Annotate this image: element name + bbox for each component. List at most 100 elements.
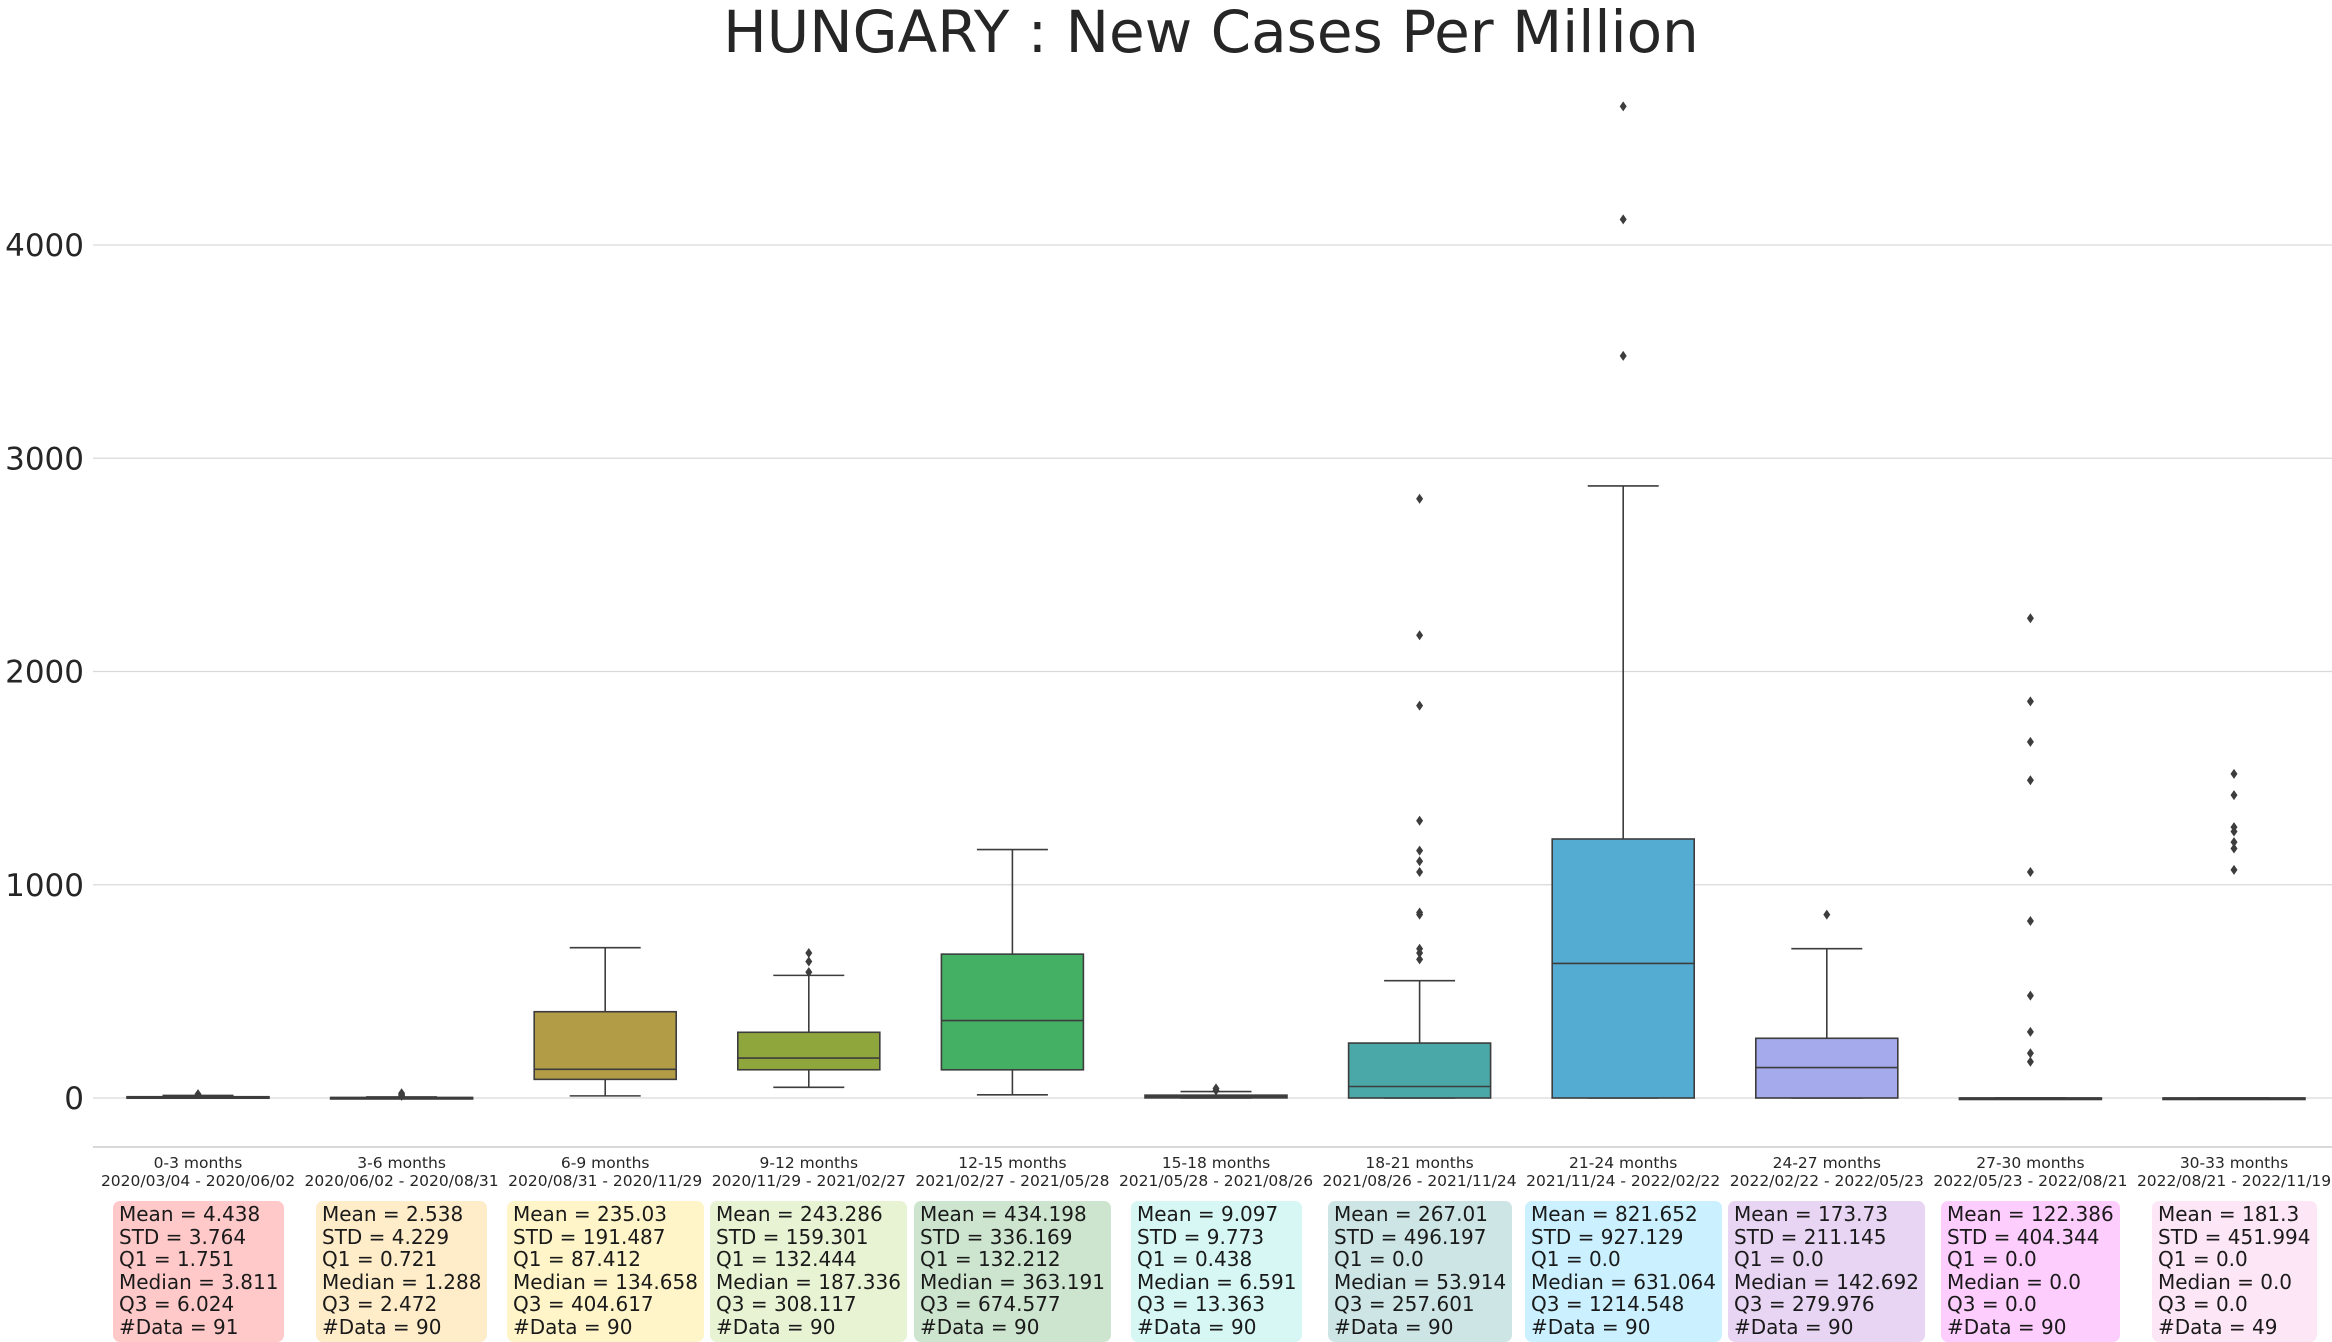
outlier-point xyxy=(1619,350,1627,361)
x-tick-date-range: 2022/02/22 - 2022/05/23 xyxy=(1730,1172,1924,1190)
stats-line: STD = 9.773 xyxy=(1137,1224,1265,1249)
stats-line: STD = 3.764 xyxy=(119,1224,247,1249)
stats-line: Median = 53.914 xyxy=(1334,1269,1507,1294)
stats-line: Q1 = 0.721 xyxy=(322,1247,438,1271)
stats-line: #Data = 90 xyxy=(920,1314,1040,1339)
stats-line: Q1 = 0.0 xyxy=(1734,1247,1824,1271)
stats-line: Q3 = 6.024 xyxy=(119,1292,235,1316)
stats-line: Mean = 4.438 xyxy=(119,1202,261,1226)
stats-line: Median = 363.191 xyxy=(920,1269,1105,1294)
box-group xyxy=(533,946,678,1097)
outlier-point xyxy=(1416,856,1424,867)
stats-line: #Data = 90 xyxy=(1947,1314,2067,1339)
iqr-box xyxy=(533,1010,678,1081)
stats-line: Q3 = 13.363 xyxy=(1137,1292,1265,1316)
iqr-box xyxy=(1347,1042,1492,1099)
stats-line: Median = 6.591 xyxy=(1137,1269,1297,1294)
outlier-point xyxy=(1416,943,1424,954)
outlier-point xyxy=(1416,815,1424,826)
stats-line: Q3 = 1214.548 xyxy=(1531,1292,1685,1316)
stats-box: Mean = 267.01 STD = 496.197 Q1 = 0.0 Median… xyxy=(1328,1201,1513,1342)
iqr-box xyxy=(1551,838,1695,1099)
outlier-point xyxy=(2230,768,2238,779)
outlier-point xyxy=(805,967,813,978)
box-group xyxy=(329,1088,474,1101)
stats-line: Q3 = 279.976 xyxy=(1734,1292,1875,1316)
stats-line: Q1 = 132.212 xyxy=(920,1247,1061,1271)
stats-line: Q1 = 87.412 xyxy=(513,1247,641,1271)
box-group xyxy=(736,947,881,1089)
x-tick-label: 3-6 months xyxy=(357,1154,446,1172)
x-tick-label: 12-15 months xyxy=(958,1154,1066,1172)
x-tick-label: 9-12 months xyxy=(760,1154,859,1172)
outlier-point xyxy=(1416,493,1424,504)
stats-line: Q1 = 0.0 xyxy=(2158,1247,2248,1271)
box-group xyxy=(2162,768,2306,1101)
stats-line: #Data = 90 xyxy=(513,1314,633,1339)
stats-line: Q1 = 0.0 xyxy=(1531,1247,1621,1271)
stats-box: Mean = 4.438 STD = 3.764 Q1 = 1.751 Median … xyxy=(113,1201,285,1342)
x-tick-label: 24-27 months xyxy=(1773,1154,1881,1172)
stats-line: Q3 = 2.472 xyxy=(322,1292,438,1316)
y-tick-label: 0 xyxy=(64,1081,84,1117)
stats-line: STD = 159.301 xyxy=(716,1224,869,1249)
stats-line: Mean = 173.73 xyxy=(1734,1202,1888,1226)
iqr-box xyxy=(736,1031,881,1071)
outlier-point xyxy=(2026,775,2034,786)
grid-lines xyxy=(93,244,2332,1099)
stats-line: #Data = 90 xyxy=(1334,1314,1454,1339)
x-tick-date-range: 2020/06/02 - 2020/08/31 xyxy=(305,1172,499,1190)
stats-box: Mean = 2.538 STD = 4.229 Q1 = 0.721 Median … xyxy=(316,1201,488,1342)
stats-box: Mean = 181.3 STD = 451.994 Q1 = 0.0 Median … xyxy=(2152,1201,2317,1342)
stats-line: STD = 211.145 xyxy=(1734,1224,1887,1249)
outlier-point xyxy=(1212,1083,1220,1094)
x-tick-label: 15-18 months xyxy=(1162,1154,1270,1172)
stats-line: #Data = 90 xyxy=(1531,1314,1651,1339)
iqr-box xyxy=(940,953,1085,1071)
box-group xyxy=(1958,613,2103,1101)
stats-line: Median = 134.658 xyxy=(513,1269,698,1294)
stats-box: Mean = 173.73 STD = 211.145 Q1 = 0.0 Median… xyxy=(1728,1201,1925,1342)
y-tick-label: 3000 xyxy=(5,441,84,477)
stats-line: #Data = 90 xyxy=(716,1314,836,1339)
box-group xyxy=(1347,493,1492,1099)
x-tick-label: 6-9 months xyxy=(561,1154,650,1172)
outlier-point xyxy=(2026,613,2034,624)
stats-line: Mean = 243.286 xyxy=(716,1202,883,1226)
stats-line: STD = 451.994 xyxy=(2158,1224,2311,1249)
box-group xyxy=(1551,101,1695,1099)
stats-box: Mean = 9.097 STD = 9.773 Q1 = 0.438 Median … xyxy=(1131,1201,1303,1342)
x-tick-date-range: 2022/05/23 - 2022/08/21 xyxy=(1933,1172,2127,1190)
stats-line: #Data = 90 xyxy=(322,1314,442,1339)
outlier-point xyxy=(2230,822,2238,833)
x-tick-date-range: 2021/11/24 - 2022/02/22 xyxy=(1526,1172,1720,1190)
chart-title: HUNGARY : New Cases Per Million xyxy=(723,0,1699,66)
x-tick-date-range: 2021/08/26 - 2021/11/24 xyxy=(1323,1172,1517,1190)
stats-line: Median = 187.336 xyxy=(716,1269,901,1294)
outlier-point xyxy=(2026,696,2034,707)
stats-line: Q3 = 404.617 xyxy=(513,1292,654,1316)
outlier-point xyxy=(2026,1048,2034,1059)
outlier-point xyxy=(1416,700,1424,711)
stats-line: Mean = 122.386 xyxy=(1947,1202,2114,1226)
outlier-point xyxy=(194,1089,202,1100)
y-tick-label: 2000 xyxy=(5,655,84,691)
stats-line: Mean = 434.198 xyxy=(920,1202,1087,1226)
stats-line: STD = 404.344 xyxy=(1947,1224,2100,1249)
outlier-point xyxy=(1416,866,1424,877)
stats-line: Mean = 821.652 xyxy=(1531,1202,1698,1226)
stats-line: #Data = 90 xyxy=(1137,1314,1257,1339)
stats-line: Mean = 235.03 xyxy=(513,1202,667,1226)
x-tick-label: 18-21 months xyxy=(1365,1154,1473,1172)
x-tick-label: 0-3 months xyxy=(154,1154,243,1172)
outlier-point xyxy=(2026,1026,2034,1037)
y-tick-label: 1000 xyxy=(5,868,84,904)
stats-line: Q3 = 308.117 xyxy=(716,1292,857,1316)
x-tick-date-range: 2020/08/31 - 2020/11/29 xyxy=(508,1172,702,1190)
outlier-point xyxy=(1416,954,1424,965)
stats-line: Median = 0.0 xyxy=(1947,1269,2082,1294)
x-tick-label: 27-30 months xyxy=(1976,1154,2084,1172)
stats-box: Mean = 434.198 STD = 336.169 Q1 = 132.212 M… xyxy=(914,1201,1111,1342)
stats-line: Median = 3.811 xyxy=(119,1269,279,1294)
